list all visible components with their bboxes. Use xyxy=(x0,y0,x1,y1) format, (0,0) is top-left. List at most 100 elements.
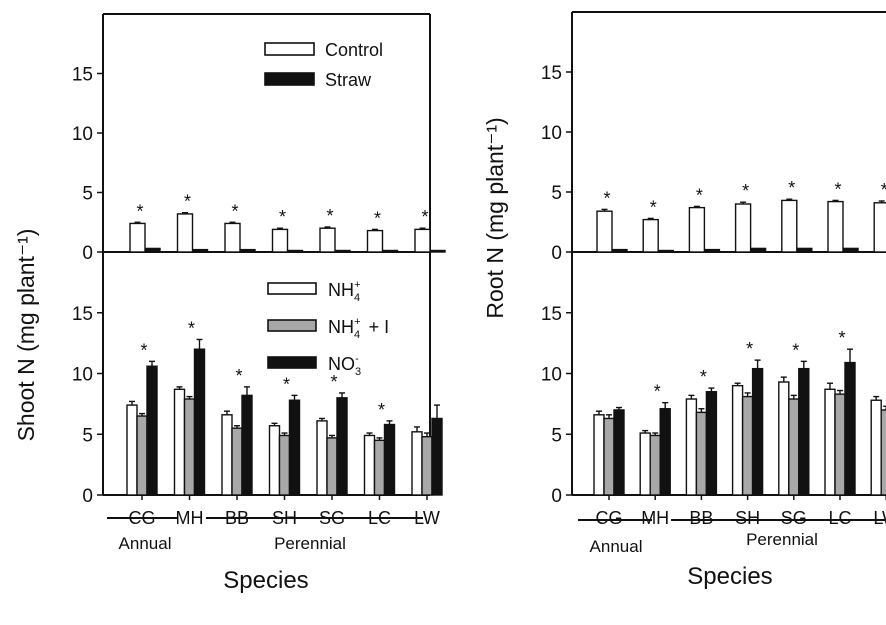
bar-sg-no3- xyxy=(798,367,810,496)
perennial-group-label: Perennial xyxy=(746,530,818,549)
bar-sg-straw xyxy=(797,247,813,253)
significance-star: * xyxy=(650,197,657,217)
significance-star: * xyxy=(603,188,610,208)
bar-lw-nh4-i xyxy=(421,435,433,496)
significance-star: * xyxy=(326,206,333,226)
bar-lc-nh4- xyxy=(363,434,376,496)
y-tick-label: 10 xyxy=(541,123,562,144)
bar-bb-nh4- xyxy=(685,398,698,496)
root-y-axis-label: Root N (mg plant⁻¹) xyxy=(482,117,508,318)
bar-bb-straw xyxy=(240,248,256,253)
bar-sh-control xyxy=(734,203,752,253)
bar-lw-nh4- xyxy=(870,399,882,496)
annual-group-label: Annual xyxy=(119,534,172,553)
significance-star: * xyxy=(283,374,290,394)
bar-bb-no3- xyxy=(705,391,718,496)
bar-mh-nh4-i xyxy=(183,398,196,496)
x-tick-label-lc: LC xyxy=(828,508,851,528)
bar-sg-nh4-i xyxy=(326,437,338,496)
bar-bb-nh4-i xyxy=(231,427,243,496)
significance-star: * xyxy=(330,372,337,392)
bar-lw-straw xyxy=(430,249,446,253)
legend-swatch-1 xyxy=(267,282,317,295)
bar-bb-nh4- xyxy=(221,414,233,496)
x-tick-label-lw: LW xyxy=(414,508,440,528)
root-y-axis-label-text: Root N (mg plant⁻¹) xyxy=(482,117,508,318)
y-tick-label: 5 xyxy=(82,184,93,205)
bar-lw-nh4- xyxy=(411,431,423,496)
significance-star: * xyxy=(235,366,242,386)
bar-cg-straw xyxy=(145,247,161,253)
y-tick-label: 0 xyxy=(82,486,93,507)
bar-lc-control xyxy=(827,200,844,253)
legend-label-control: Control xyxy=(325,40,383,60)
y-tick-label: 0 xyxy=(551,486,562,507)
legend-swatch-control xyxy=(264,42,315,56)
bar-lc-nh4-i xyxy=(373,439,386,496)
bar-lc-no3- xyxy=(383,423,396,496)
bar-sh-nh4- xyxy=(268,425,281,496)
bar-sh-nh4- xyxy=(731,384,744,496)
legend-nitrogen-forms: NH4+ NH4+ + I NO3- xyxy=(267,279,389,378)
significance-star: * xyxy=(136,201,143,221)
bar-lc-straw xyxy=(382,249,399,253)
significance-star: * xyxy=(279,207,286,227)
significance-star: * xyxy=(746,339,753,359)
y-tick-label: 15 xyxy=(541,304,562,325)
legend-label-3: NO3- xyxy=(328,353,361,378)
bar-lc-straw xyxy=(843,247,859,253)
bar-mh-straw xyxy=(192,248,209,253)
significance-star: * xyxy=(700,367,707,387)
bar-bb-straw xyxy=(704,248,721,253)
bar-sg-control xyxy=(319,227,336,253)
x-tick-label-lw: LW xyxy=(873,508,886,528)
bar-lc-nh4-i xyxy=(834,393,846,496)
significance-star: * xyxy=(696,185,703,205)
bar-sg-no3- xyxy=(336,397,348,496)
significance-star: * xyxy=(838,328,845,348)
significance-star: * xyxy=(881,180,886,200)
bar-sg-nh4- xyxy=(316,420,328,496)
root-n-chart: 0 5 10 15 * * * * * * * 0 5 10 15 * * * * * CG MH BB SH SG LC LW xyxy=(541,11,886,528)
significance-star: * xyxy=(184,192,191,212)
bar-mh-straw xyxy=(658,249,674,253)
shoot-y-axis-label: Shoot N (mg plant⁻¹) xyxy=(13,229,39,442)
significance-star: * xyxy=(654,382,661,402)
y-tick-label: 0 xyxy=(82,243,93,264)
significance-star: * xyxy=(140,340,147,360)
bar-lw-nh4-i xyxy=(880,409,886,496)
bar-cg-nh4- xyxy=(126,404,138,496)
significance-star: * xyxy=(378,400,385,420)
bar-sh-straw xyxy=(750,247,767,253)
legend-label-1: NH4+ xyxy=(328,279,361,304)
bar-mh-control xyxy=(176,213,194,253)
y-tick-label: 10 xyxy=(72,365,93,386)
bar-mh-control xyxy=(642,218,659,253)
x-tick-label-bb: BB xyxy=(689,508,713,528)
bar-sg-straw xyxy=(335,249,351,253)
significance-star: * xyxy=(742,181,749,201)
bar-bb-control xyxy=(224,222,241,253)
significance-star: * xyxy=(792,340,799,360)
x-tick-label-mh: MH xyxy=(176,508,204,528)
bar-mh-nh4- xyxy=(639,432,651,496)
bar-cg-nh4-i xyxy=(136,415,148,496)
bar-sg-nh4-i xyxy=(788,398,800,496)
bar-cg-control xyxy=(596,210,613,253)
x-tick-label-mh: MH xyxy=(641,508,669,528)
y-tick-label: 15 xyxy=(72,65,93,86)
y-tick-label: 5 xyxy=(551,425,562,446)
significance-star: * xyxy=(421,207,428,227)
root-group-brackets: Annual Perennial xyxy=(578,519,886,556)
y-tick-label: 5 xyxy=(551,183,562,204)
legend-swatch-3 xyxy=(267,356,317,369)
bar-cg-straw xyxy=(612,248,628,253)
y-tick-label: 0 xyxy=(551,243,562,264)
bar-lc-control xyxy=(366,229,384,253)
bar-mh-nh4-i xyxy=(649,434,661,496)
bar-sh-nh4-i xyxy=(741,395,754,496)
shoot-y-axis-label-text: Shoot N (mg plant⁻¹) xyxy=(13,229,39,442)
bar-sh-control xyxy=(271,228,289,253)
